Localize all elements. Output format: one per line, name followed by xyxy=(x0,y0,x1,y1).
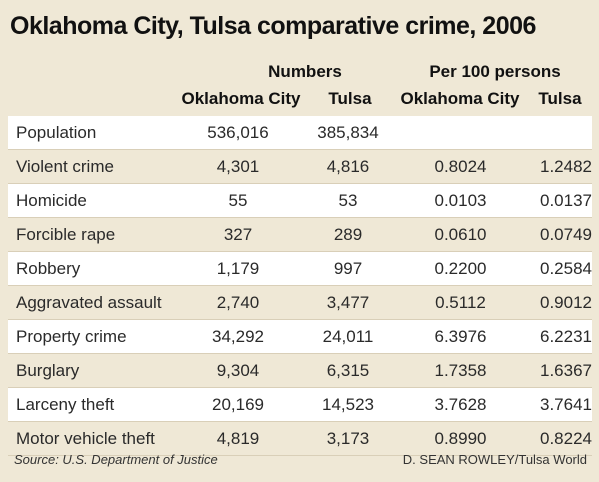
cell-tulsa-number: 289 xyxy=(333,225,363,244)
cell-okc-number: 34,292 xyxy=(212,327,264,346)
cell-tulsa-per100: 1.6367 xyxy=(540,361,592,380)
chart-title: Oklahoma City, Tulsa comparative crime, … xyxy=(10,12,536,40)
cell-okc-per100: 6.3976 xyxy=(434,327,487,346)
crime-table: Population 536,016 385,834 Violent crime 4,3… xyxy=(8,116,592,456)
cell-okc-per100: 3.7628 xyxy=(434,395,487,414)
cell-tulsa-number: 997 xyxy=(333,259,363,278)
column-header-okc-numbers: Oklahoma City xyxy=(181,89,301,108)
row-label: Larceny theft xyxy=(16,395,115,414)
cell-tulsa-per100: 0.0137 xyxy=(540,191,592,210)
cell-tulsa-per100: 0.9012 xyxy=(540,293,592,312)
row-label: Aggravated assault xyxy=(16,293,162,312)
cell-okc-per100: 0.0103 xyxy=(434,191,487,210)
cell-okc-per100: 0.8024 xyxy=(434,157,487,176)
cell-okc-number: 4,819 xyxy=(216,429,260,448)
cell-tulsa-number: 3,477 xyxy=(326,293,370,312)
row-label: Homicide xyxy=(16,191,87,210)
cell-okc-per100: 0.5112 xyxy=(435,293,486,312)
row-label: Forcible rape xyxy=(16,225,116,244)
table-row: Robbery 1,179 997 0.2200 0.2584 xyxy=(8,252,592,286)
cell-tulsa-number: 4,816 xyxy=(326,157,370,176)
column-header-tulsa-numbers: Tulsa xyxy=(328,89,372,108)
cell-okc-per100: 0.2200 xyxy=(434,259,487,278)
column-header-okc-per100: Oklahoma City xyxy=(400,89,520,108)
cell-tulsa-number: 14,523 xyxy=(322,395,374,414)
column-header-tulsa-per100: Tulsa xyxy=(538,89,582,108)
cell-okc-per100: 1.7358 xyxy=(434,361,487,380)
cell-okc-per100: 0.8990 xyxy=(434,429,487,448)
cell-tulsa-per100: 0.2584 xyxy=(540,259,592,278)
cell-okc-number: 536,016 xyxy=(207,123,269,142)
cell-okc-per100: 0.0610 xyxy=(434,225,487,244)
row-label: Property crime xyxy=(16,327,127,346)
cell-tulsa-number: 53 xyxy=(338,191,358,210)
credit-line: D. SEAN ROWLEY/Tulsa World xyxy=(402,452,587,467)
table-row: Aggravated assault 2,740 3,477 0.5112 0.9012 xyxy=(8,286,592,320)
cell-tulsa-number: 6,315 xyxy=(326,361,370,380)
row-label: Violent crime xyxy=(16,157,114,176)
cell-tulsa-per100: 3.7641 xyxy=(540,395,592,414)
row-label: Population xyxy=(16,123,97,142)
cell-okc-number: 4,301 xyxy=(216,157,260,176)
cell-tulsa-number: 24,011 xyxy=(322,327,374,346)
cell-okc-number: 9,304 xyxy=(216,361,260,380)
row-label: Motor vehicle theft xyxy=(16,429,155,448)
source-note: Source: U.S. Department of Justice xyxy=(14,452,218,467)
column-group-per-100: Per 100 persons xyxy=(429,62,561,81)
table-row: Homicide 55 53 0.0103 0.0137 xyxy=(8,184,592,218)
table-row: Property crime 34,292 24,011 6.3976 6.2231 xyxy=(8,320,592,354)
cell-okc-number: 1,179 xyxy=(216,259,260,278)
row-label: Burglary xyxy=(16,361,80,380)
cell-tulsa-per100: 1.2482 xyxy=(540,157,592,176)
row-label: Robbery xyxy=(16,259,81,278)
cell-tulsa-number: 385,834 xyxy=(317,123,379,142)
cell-tulsa-per100: 6.2231 xyxy=(540,327,592,346)
table-row: Burglary 9,304 6,315 1.7358 1.6367 xyxy=(8,354,592,388)
table-row: Larceny theft 20,169 14,523 3.7628 3.7641 xyxy=(8,388,592,422)
cell-okc-number: 55 xyxy=(228,191,248,210)
cell-okc-number: 2,740 xyxy=(216,293,260,312)
cell-okc-number: 327 xyxy=(223,225,253,244)
table-row: Population 536,016 385,834 xyxy=(8,116,592,150)
column-group-numbers: Numbers xyxy=(268,62,342,81)
cell-tulsa-number: 3,173 xyxy=(326,429,370,448)
cell-tulsa-per100: 0.0749 xyxy=(540,225,592,244)
table-row: Forcible rape 327 289 0.0610 0.0749 xyxy=(8,218,592,252)
cell-tulsa-per100: 0.8224 xyxy=(540,429,592,448)
table-row: Motor vehicle theft 4,819 3,173 0.8990 0.822… xyxy=(8,422,592,456)
table-row: Violent crime 4,301 4,816 0.8024 1.2482 xyxy=(8,150,592,184)
cell-okc-number: 20,169 xyxy=(212,395,264,414)
